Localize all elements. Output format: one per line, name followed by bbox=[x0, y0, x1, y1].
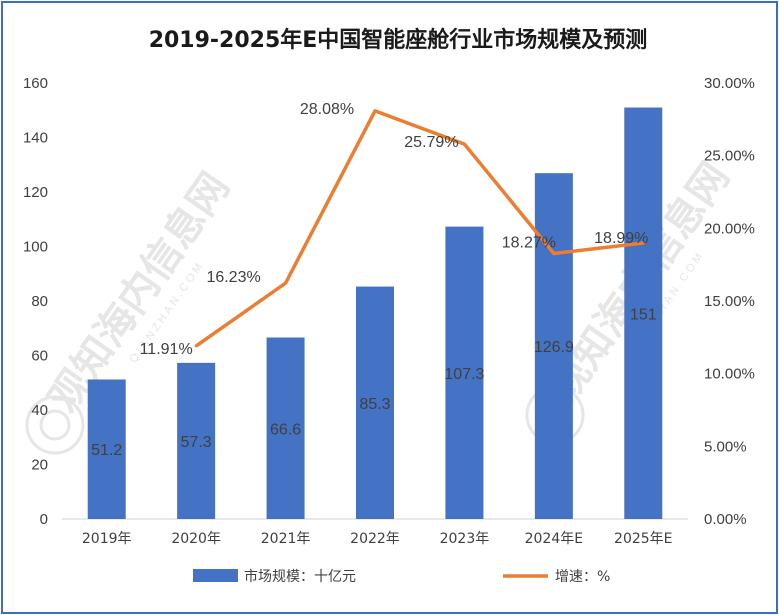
growth-line bbox=[195, 109, 644, 348]
bar bbox=[445, 226, 484, 520]
line-value-label: 18.99% bbox=[594, 230, 648, 247]
x-tick-label: 2025年E bbox=[614, 531, 672, 547]
line-point bbox=[284, 281, 288, 285]
y-right-tick: 30.00% bbox=[704, 75, 755, 92]
x-tick-label: 2024年E bbox=[525, 531, 583, 547]
bar-value-label: 126.9 bbox=[534, 339, 574, 356]
bar-series bbox=[87, 107, 663, 520]
y-left-tick: 160 bbox=[23, 75, 48, 92]
bar-value-label: 51.2 bbox=[91, 442, 122, 459]
legend-label-bar: 市场规模：十亿元 bbox=[244, 568, 356, 585]
bar-value-label: 57.3 bbox=[181, 434, 212, 451]
y-right-tick: 15.00% bbox=[704, 293, 755, 310]
x-tick-label: 2019年 bbox=[82, 531, 132, 547]
bar bbox=[624, 107, 663, 520]
y-left-tick: 100 bbox=[23, 239, 48, 256]
watermark-logo-icon bbox=[25, 395, 85, 455]
bar bbox=[534, 173, 573, 519]
line-value-label: 28.08% bbox=[300, 101, 354, 118]
bar bbox=[356, 286, 394, 519]
x-tick-label: 2022年 bbox=[350, 531, 400, 547]
y-left-tick: 0 bbox=[40, 511, 48, 528]
bar bbox=[87, 379, 126, 519]
line-series bbox=[194, 109, 645, 348]
data-labels: 51.2 57.3 66.6 85.3 107.3 126.9 151 11.91% 16.23… bbox=[91, 101, 657, 459]
y-left-tick: 60 bbox=[31, 348, 48, 365]
y-right-tick: 20.00% bbox=[704, 220, 755, 237]
chart-title: 2019-2025年E中国智能座舱行业市场规模及预测 bbox=[149, 27, 648, 53]
line-value-label: 18.27% bbox=[502, 234, 556, 251]
x-tick-label: 2020年 bbox=[171, 531, 221, 547]
bar-value-label: 107.3 bbox=[444, 366, 484, 383]
y-right-tick: 5.00% bbox=[704, 438, 747, 455]
line-point bbox=[462, 142, 466, 146]
line-point bbox=[552, 251, 556, 255]
bar-value-label: 85.3 bbox=[359, 396, 390, 413]
y-right-tick: 10.00% bbox=[704, 366, 755, 383]
bar-value-label: 66.6 bbox=[270, 421, 301, 438]
line-point bbox=[641, 241, 645, 245]
axes: 0 20 40 60 80 100 120 140 160 0.00% 5.00% 10.00% 15.… bbox=[23, 75, 755, 547]
bar-value-label: 151 bbox=[630, 306, 657, 323]
y-left-tick: 120 bbox=[23, 184, 48, 201]
y-left-tick: 80 bbox=[31, 293, 48, 310]
bar bbox=[177, 362, 216, 519]
legend-label-line: 增速：% bbox=[555, 569, 610, 585]
y-left-tick: 140 bbox=[23, 130, 48, 147]
x-tick-label: 2021年 bbox=[261, 531, 311, 547]
y-right-tick: 0.00% bbox=[704, 511, 747, 528]
legend: 市场规模：十亿元 增速：% bbox=[193, 568, 610, 585]
line-value-label: 25.79% bbox=[404, 134, 458, 151]
line-value-label: 11.91% bbox=[140, 341, 193, 358]
x-tick-label: 2023年 bbox=[440, 531, 490, 547]
y-right-tick: 25.00% bbox=[704, 148, 755, 165]
line-value-label: 16.23% bbox=[206, 269, 260, 286]
y-left-tick: 20 bbox=[31, 457, 48, 474]
line-point bbox=[373, 109, 377, 113]
legend-swatch-bar bbox=[193, 569, 238, 582]
bar bbox=[266, 337, 305, 519]
y-left-tick: 40 bbox=[31, 402, 48, 419]
line-point bbox=[194, 344, 198, 348]
